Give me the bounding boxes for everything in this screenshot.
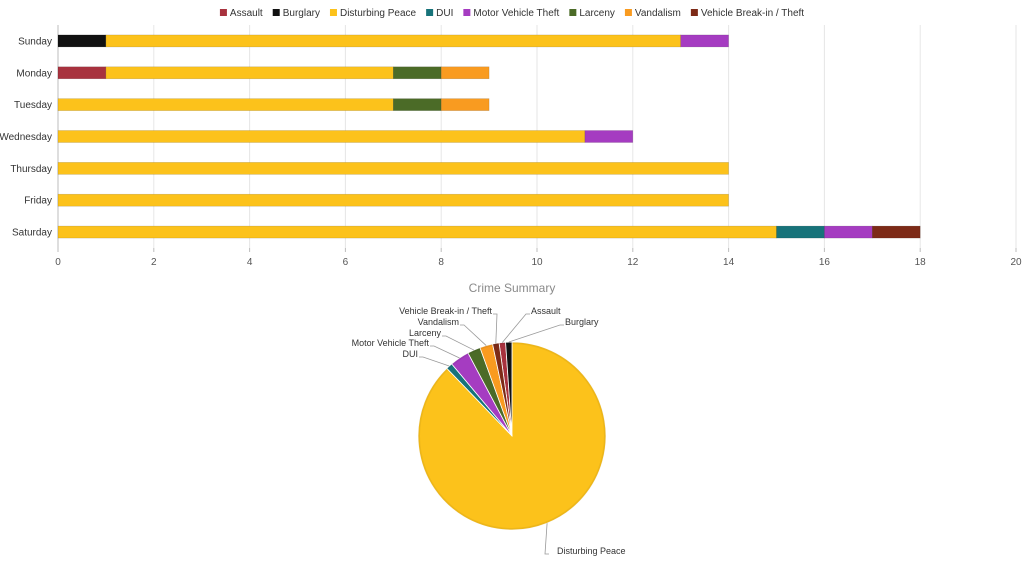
y-tick-label: Thursday xyxy=(10,164,52,175)
bar-sunday-burglary xyxy=(57,34,107,48)
y-tick-label: Friday xyxy=(24,196,52,207)
legend-label: Assault xyxy=(230,8,263,19)
x-tick-label: 0 xyxy=(55,257,61,268)
bar-chart-legend: Assault Burglary Disturbing Peace DUI Motor … xyxy=(219,8,804,19)
legend-item-burglary: Burglary xyxy=(272,8,320,19)
pie-label-burglary: Burglary xyxy=(565,317,599,327)
pie-label-dui: DUI xyxy=(403,349,419,359)
pie-label-vehicle-break-in-theft: Vehicle Break-in / Theft xyxy=(399,306,492,316)
legend-label: Motor Vehicle Theft xyxy=(473,8,559,19)
pie-leader-disturbing-peace xyxy=(544,523,549,555)
x-tick-label: 10 xyxy=(531,257,543,268)
bar-monday-vandalism xyxy=(440,66,490,80)
legend-swatch xyxy=(426,9,434,16)
pie-label-assault: Assault xyxy=(531,306,561,316)
pie-chart-title: Crime Summary xyxy=(469,281,556,295)
pie-leader-vehicle-break-in-theft xyxy=(493,313,498,344)
pie-leader-motor-vehicle-theft xyxy=(430,345,460,359)
bar-saturday-disturbing-peace xyxy=(57,225,777,239)
x-tick-label: 18 xyxy=(915,257,927,268)
bar-saturday-dui xyxy=(776,225,825,239)
bar-thursday-disturbing-peace xyxy=(57,162,729,175)
pie-label-vandalism: Vandalism xyxy=(418,317,459,327)
y-tick-label: Sunday xyxy=(18,36,52,47)
pie-rim xyxy=(418,342,606,530)
pie-leader-larceny xyxy=(442,335,475,351)
bar-tuesday-larceny xyxy=(392,98,442,111)
bar-saturday-vehicle-break-in-theft xyxy=(871,225,921,239)
bar-tuesday-vandalism xyxy=(440,98,490,111)
legend-item-vandalism: Vandalism xyxy=(624,8,681,19)
legend-item-dui: DUI xyxy=(426,8,453,19)
bar-saturday-motor-vehicle-theft xyxy=(824,225,873,239)
pie-chart: Assault Burglary Disturbing Peace DUIMotor … xyxy=(352,306,626,556)
legend-item-vehicle-break-in-theft: Vehicle Break-in / Theft xyxy=(690,8,804,19)
y-tick-label: Saturday xyxy=(12,228,52,239)
y-tick-label: Tuesday xyxy=(14,100,52,111)
pie-slice-vehicle-break-in-theft xyxy=(492,342,513,437)
bar-monday-larceny xyxy=(392,66,442,80)
pie-label-disturbing-peace: Disturbing Peace xyxy=(557,546,626,556)
bar-wednesday-disturbing-peace xyxy=(57,130,586,143)
bar-chart-bars xyxy=(57,34,921,239)
pie-leader-dui xyxy=(419,356,450,367)
bar-tuesday-disturbing-peace xyxy=(57,98,394,111)
legend-swatch xyxy=(624,9,632,16)
legend-label: Vandalism xyxy=(635,8,681,19)
bar-sunday-disturbing-peace xyxy=(105,34,681,48)
x-tick-label: 12 xyxy=(627,257,639,268)
bar-wednesday-motor-vehicle-theft xyxy=(584,130,634,143)
y-tick-label: Monday xyxy=(16,68,52,79)
bar-monday-disturbing-peace xyxy=(105,66,394,80)
pie-label-larceny: Larceny xyxy=(409,328,442,338)
pie-label-motor-vehicle-theft: Motor Vehicle Theft xyxy=(352,338,430,348)
x-tick-label: 14 xyxy=(723,257,735,268)
legend-swatch xyxy=(219,9,227,16)
legend-swatch xyxy=(272,9,280,16)
legend-swatch xyxy=(329,9,337,16)
legend-swatch xyxy=(690,9,698,16)
x-tick-label: 16 xyxy=(819,257,831,268)
x-tick-label: 4 xyxy=(247,257,253,268)
pie-leader-assault xyxy=(501,313,530,343)
legend-item-larceny: Larceny xyxy=(569,8,615,19)
bar-sunday-motor-vehicle-theft xyxy=(680,34,729,48)
legend-label: Vehicle Break-in / Theft xyxy=(701,8,804,19)
legend-label: DUI xyxy=(436,8,453,19)
legend-item-assault: Assault xyxy=(219,8,263,19)
bar-monday-assault xyxy=(57,66,107,80)
pie-leader-burglary xyxy=(508,324,564,343)
x-tick-label: 20 xyxy=(1010,257,1022,268)
legend-label: Disturbing Peace xyxy=(340,8,417,19)
pie-leader-vandalism xyxy=(460,324,487,346)
x-tick-label: 6 xyxy=(343,257,349,268)
y-tick-label: Wednesday xyxy=(0,132,52,143)
legend-item-disturbing-peace: Disturbing Peace xyxy=(329,8,417,19)
x-tick-label: 8 xyxy=(438,257,444,268)
legend-label: Larceny xyxy=(579,8,615,19)
bar-friday-disturbing-peace xyxy=(57,193,729,207)
x-tick-label: 2 xyxy=(151,257,157,268)
legend-swatch xyxy=(569,9,577,16)
legend-item-motor-vehicle-theft: Motor Vehicle Theft xyxy=(463,8,560,19)
legend-swatch xyxy=(463,9,471,16)
legend-label: Burglary xyxy=(283,8,320,19)
